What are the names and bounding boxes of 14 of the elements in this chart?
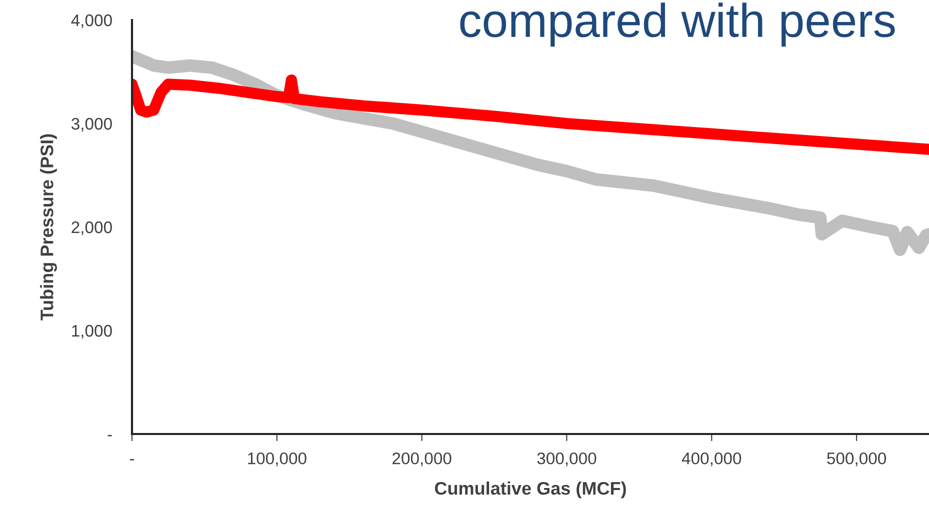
x-tick-label: 100,000 — [248, 452, 306, 466]
x-tick-label: 200,000 — [392, 452, 452, 466]
y-tick-label: 4,000 — [71, 14, 112, 28]
y-tick-label: - — [108, 434, 112, 436]
y-tick-label: 2,000 — [72, 221, 112, 236]
chart-title: compared with peers — [460, 2, 895, 47]
x-axis-title: Cumulative Gas (MCF) — [434, 481, 626, 498]
y-tick-label: 1,000 — [72, 324, 112, 339]
y-axis-title: Tubing Pressure (PSI) — [40, 134, 57, 320]
y-tick-label: 3,000 — [71, 118, 112, 132]
x-tick-label: 400,000 — [682, 452, 742, 466]
x-tick-label: 300,000 — [537, 452, 596, 466]
x-tick-label: - — [130, 459, 134, 460]
x-tick-label: 500,000 — [827, 452, 886, 466]
